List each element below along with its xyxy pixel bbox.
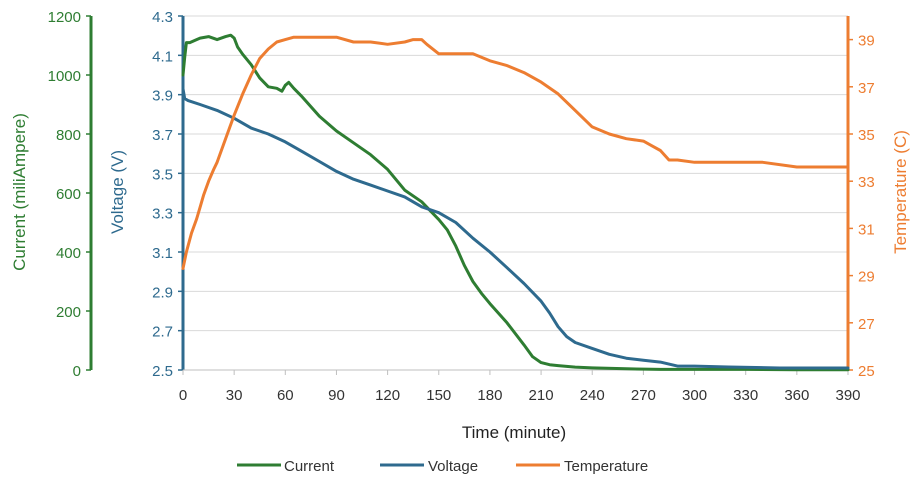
- x-axis-ticks: 0 30 60 90 120 150 180 210 240 270 300 330 360 390: [179, 370, 861, 404]
- gridlines: [183, 15, 848, 332]
- tick-label: 300: [682, 387, 707, 404]
- tick-label: 3.9: [152, 88, 173, 105]
- tick-label: 4.3: [152, 9, 173, 26]
- tick-label: 60: [277, 387, 294, 404]
- current-axis-title: Current (miliAmpere): [10, 113, 29, 271]
- tick-label: 150: [426, 387, 451, 404]
- tick-label: 200: [56, 304, 81, 321]
- tick-label: 3.7: [152, 127, 173, 144]
- series-line-current: [181, 33, 850, 372]
- legend-temperature-label: Temperature: [564, 458, 648, 475]
- series-line-temperature: [181, 35, 850, 270]
- tick-label: 35: [858, 127, 875, 144]
- tick-label: 31: [858, 221, 875, 238]
- tick-label: 27: [858, 316, 875, 333]
- tick-label: 90: [328, 387, 345, 404]
- tick-label: 29: [858, 269, 875, 286]
- tick-label: 330: [733, 387, 758, 404]
- tick-label: 270: [631, 387, 656, 404]
- tick-label: 3.5: [152, 166, 173, 183]
- tick-label: 4.1: [152, 48, 173, 65]
- tick-label: 800: [56, 127, 81, 144]
- tick-label: 400: [56, 245, 81, 262]
- legend-current-label: Current: [284, 458, 335, 475]
- tick-label: 25: [858, 363, 875, 380]
- tick-label: 240: [580, 387, 605, 404]
- tick-label: 39: [858, 33, 875, 50]
- tick-label: 600: [56, 186, 81, 203]
- legend: Current Voltage Temperature: [237, 458, 648, 475]
- tick-label: 0: [73, 363, 81, 380]
- tick-label: 1000: [48, 68, 81, 85]
- tick-label: 2.5: [152, 363, 173, 380]
- series-line-voltage: [181, 87, 850, 370]
- tick-label: 37: [858, 80, 875, 97]
- voltage-axis-ticks: 2.5 2.7 2.9 3.1 3.3 3.5 3.7 3.9 4.1 4.3: [152, 9, 183, 380]
- tick-label: 3.1: [152, 245, 173, 262]
- tick-label: 0: [179, 387, 187, 404]
- series-lines: [181, 33, 850, 372]
- tick-label: 390: [835, 387, 860, 404]
- current-axis-ticks: 0 200 400 600 800 1000 1200: [48, 9, 91, 380]
- legend-voltage-label: Voltage: [428, 458, 478, 475]
- temperature-axis-ticks: 25 27 29 31 33 35 37 39: [848, 33, 875, 380]
- x-axis-title: Time (minute): [462, 423, 566, 442]
- tick-label: 2.9: [152, 284, 173, 301]
- temperature-axis-title: Temperature (C): [891, 130, 910, 254]
- voltage-axis-title: Voltage (V): [108, 150, 127, 234]
- tick-label: 30: [226, 387, 243, 404]
- tick-label: 180: [477, 387, 502, 404]
- tick-label: 3.3: [152, 206, 173, 223]
- tick-label: 360: [784, 387, 809, 404]
- tick-label: 1200: [48, 9, 81, 26]
- tick-label: 33: [858, 174, 875, 191]
- tick-label: 120: [375, 387, 400, 404]
- tick-label: 210: [529, 387, 554, 404]
- tick-label: 2.7: [152, 324, 173, 341]
